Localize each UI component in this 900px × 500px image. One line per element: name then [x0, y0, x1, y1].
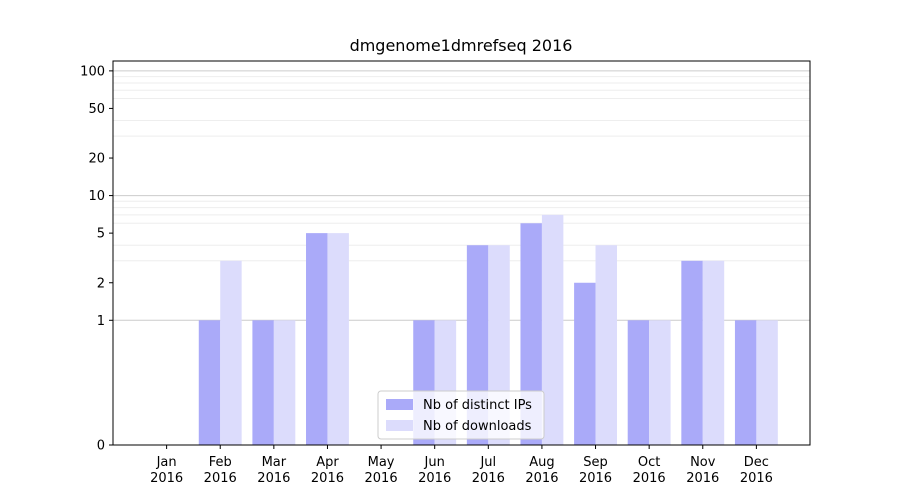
x-tick-label-year: 2016	[365, 471, 398, 486]
chart-title: dmgenome1dmrefseq 2016	[350, 36, 573, 55]
legend: Nb of distinct IPs Nb of downloads	[377, 390, 545, 440]
x-tick-label-month: May	[368, 455, 395, 470]
bar-distinct-ips-feb	[198, 320, 221, 445]
bar-downloads-sep	[595, 245, 617, 445]
x-tick-label-year: 2016	[633, 471, 666, 486]
y-tick-label: 1	[97, 314, 105, 329]
bar-distinct-ips-apr	[306, 233, 328, 445]
x-tick-label-month: Nov	[690, 455, 716, 470]
y-tick-label: 2	[97, 276, 105, 291]
x-tick-label-year: 2016	[257, 471, 290, 486]
legend-box	[377, 390, 545, 440]
bar-distinct-ips-sep	[574, 282, 596, 445]
y-tick-label: 10	[88, 189, 105, 204]
x-tick-label-month: Jun	[424, 455, 445, 470]
y-tick-label: 0	[97, 439, 105, 454]
legend-swatch	[386, 420, 413, 431]
y-axis: 0 1 2 5 10 20 50 100	[80, 64, 113, 454]
bar-distinct-ips-aug	[520, 223, 542, 445]
x-tick-label-year: 2016	[579, 471, 612, 486]
bar-downloads-mar	[273, 320, 296, 445]
legend-swatch	[386, 399, 413, 410]
bar-downloads-feb	[220, 260, 242, 445]
x-tick-label-month: Sep	[583, 455, 608, 470]
bar-downloads-aug	[541, 214, 564, 445]
y-tick-label: 50	[88, 102, 105, 117]
bar-downloads-dec	[756, 320, 778, 445]
x-tick-label-month: Dec	[744, 455, 769, 470]
bar-downloads-oct	[649, 320, 671, 445]
bar-downloads-nov	[702, 260, 725, 445]
bar-distinct-ips-mar	[252, 320, 274, 445]
y-tick-label: 20	[88, 152, 105, 167]
x-axis: Jan2016Feb2016Mar2016Apr2016May2016Jun20…	[150, 445, 773, 486]
x-tick-label-month: Jan	[156, 455, 177, 470]
x-tick-label-year: 2016	[686, 471, 719, 486]
x-tick-label-month: Jul	[479, 455, 496, 470]
bar-distinct-ips-nov	[681, 260, 703, 445]
x-tick-label-year: 2016	[204, 471, 237, 486]
x-tick-label-year: 2016	[150, 471, 183, 486]
bar-distinct-ips-dec	[734, 320, 757, 445]
x-tick-label-year: 2016	[418, 471, 451, 486]
x-tick-label-year: 2016	[525, 471, 558, 486]
bar-distinct-ips-oct	[627, 320, 650, 445]
x-tick-label-month: Apr	[316, 455, 339, 470]
bar-downloads-apr	[327, 233, 349, 445]
x-tick-label-month: Oct	[638, 455, 660, 470]
x-tick-label-month: Mar	[262, 455, 287, 470]
x-tick-label-year: 2016	[311, 471, 344, 486]
x-tick-label-year: 2016	[472, 471, 505, 486]
legend-label: Nb of distinct IPs	[423, 398, 532, 413]
x-tick-label-year: 2016	[740, 471, 773, 486]
plot-frame	[112, 60, 811, 446]
x-tick-label-month: Aug	[529, 455, 554, 470]
y-tick-label: 100	[80, 64, 105, 79]
x-tick-label-month: Feb	[209, 455, 232, 470]
y-tick-label: 5	[97, 227, 105, 242]
legend-label: Nb of downloads	[423, 419, 532, 434]
